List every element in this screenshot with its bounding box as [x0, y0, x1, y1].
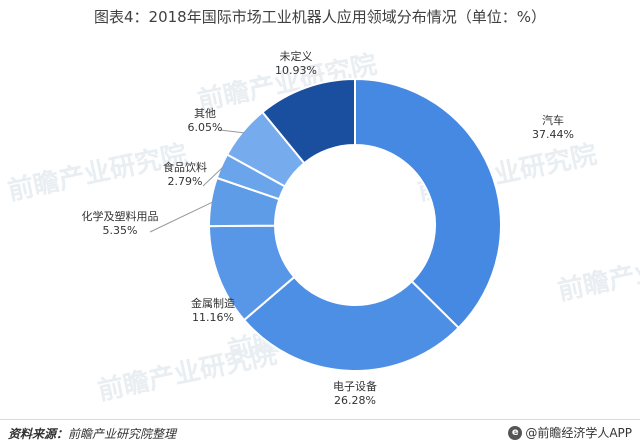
leader-line-5 — [219, 129, 245, 134]
slice-1 — [242, 275, 461, 372]
slice-layer — [207, 77, 502, 372]
category-label: 金属制造 — [191, 296, 235, 310]
app-logo-icon: e — [508, 425, 523, 440]
category-label: 其他 — [194, 107, 216, 120]
footer-divider — [0, 419, 640, 420]
watermark-text: 前瞻产业研究院 — [555, 239, 640, 307]
leader-line-3 — [149, 201, 214, 233]
source-text: 前瞻产业研究院整理 — [68, 427, 177, 441]
source-label: 资料来源： — [8, 427, 69, 441]
chart-title: 图表4：2018年国际市场工业机器人应用领域分布情况（单位：%） — [94, 8, 546, 26]
value-label: 2.79% — [168, 175, 203, 188]
value-label: 11.16% — [192, 311, 234, 324]
source-note: 资料来源：前瞻产业研究院整理 — [8, 425, 176, 442]
credit: e @前瞻经济学人APP — [508, 424, 632, 441]
slice-0 — [354, 77, 502, 330]
category-label: 未定义 — [280, 49, 313, 63]
category-label: 汽车 — [542, 113, 564, 127]
slice-6 — [261, 77, 356, 165]
watermark-text: 前瞻产业研究院 — [5, 139, 189, 207]
category-label: 化学及塑料用品 — [82, 209, 159, 223]
credit-text: @前瞻经济学人APP — [525, 426, 632, 440]
leader-layer — [149, 129, 245, 233]
category-label: 食品饮料 — [163, 160, 207, 174]
category-label: 电子设备 — [333, 379, 377, 393]
value-label: 5.35% — [103, 224, 138, 237]
value-label: 26.28% — [334, 394, 376, 407]
value-label: 6.05% — [188, 121, 223, 134]
value-label: 10.93% — [275, 64, 317, 77]
value-label: 37.44% — [532, 128, 574, 141]
leader-line-4 — [202, 166, 224, 187]
